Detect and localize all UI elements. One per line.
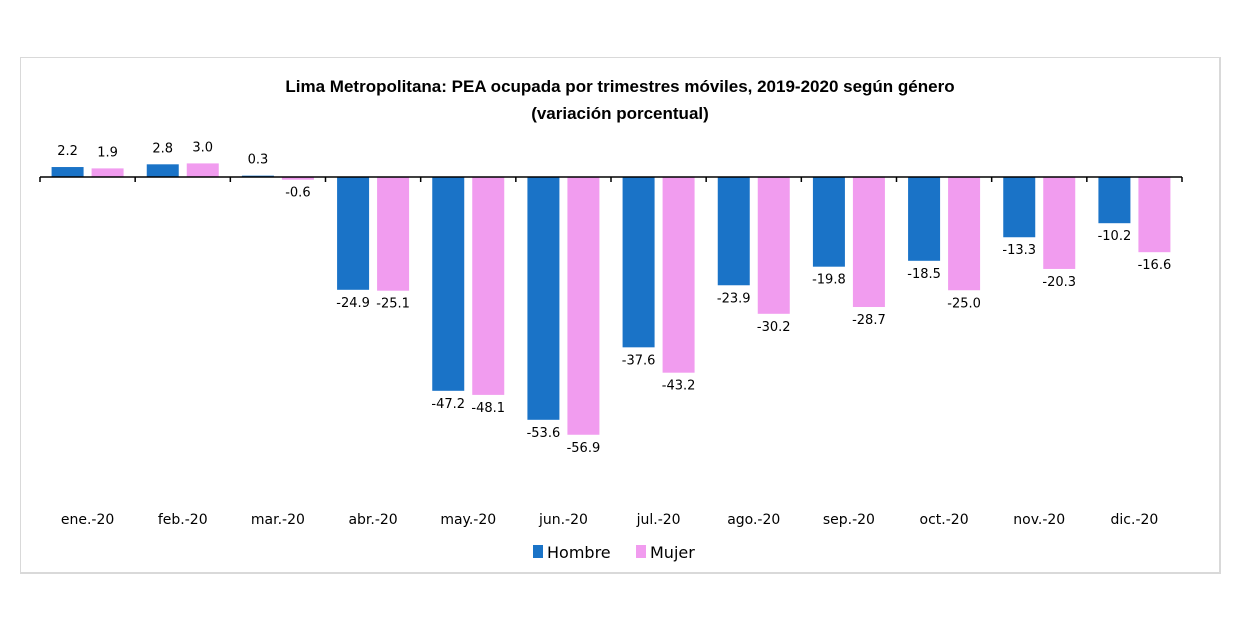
- data-label: -13.3: [1002, 243, 1036, 258]
- bar-hombre-feb.-20: [146, 164, 179, 177]
- legend-label-hombre: Hombre: [547, 543, 611, 562]
- bar-hombre-jun.-20: [527, 177, 560, 420]
- x-tick-label: jun.-20: [538, 512, 588, 528]
- data-label: -48.1: [471, 401, 505, 416]
- data-label: -20.3: [1042, 275, 1076, 290]
- bar-mujer-dic.-20: [1138, 177, 1171, 253]
- data-label: -10.2: [1098, 229, 1132, 244]
- x-tick-label: sep.-20: [823, 512, 875, 528]
- data-label: -28.7: [852, 313, 886, 328]
- data-label: 1.9: [97, 145, 118, 160]
- data-label: -19.8: [812, 273, 846, 288]
- data-label: -56.9: [567, 441, 601, 456]
- data-label: -0.6: [285, 186, 310, 201]
- x-tick-label: ago.-20: [727, 512, 780, 528]
- data-label: -24.9: [336, 296, 370, 311]
- data-label: -25.0: [947, 296, 981, 311]
- chart-title: Lima Metropolitana: PEA ocupada por trim…: [285, 77, 954, 96]
- chart-frame: [20, 57, 1221, 574]
- x-tick-label: jul.-20: [636, 512, 681, 528]
- bar-hombre-nov.-20: [1003, 177, 1036, 238]
- bar-mujer-abr.-20: [377, 177, 410, 291]
- x-tick-label: nov.-20: [1013, 512, 1065, 528]
- bar-mujer-jul.-20: [662, 177, 695, 373]
- bar-hombre-may.-20: [432, 177, 465, 391]
- x-tick-label: ene.-20: [61, 512, 114, 528]
- data-label: -47.2: [431, 397, 465, 412]
- bar-hombre-jul.-20: [622, 177, 655, 348]
- bar-hombre-ene.-20: [51, 167, 84, 177]
- data-label: -25.1: [376, 297, 410, 312]
- bar-mujer-oct.-20: [948, 177, 981, 291]
- bar-mujer-jun.-20: [567, 177, 600, 435]
- x-tick-label: abr.-20: [348, 512, 397, 528]
- bar-hombre-abr.-20: [337, 177, 370, 290]
- legend-swatch-mujer: [636, 545, 646, 558]
- data-label: -23.9: [717, 291, 751, 306]
- x-tick-label: dic.-20: [1111, 512, 1159, 528]
- bar-mujer-ago.-20: [757, 177, 790, 314]
- data-label: -18.5: [907, 267, 941, 282]
- data-label: -37.6: [622, 353, 656, 368]
- legend-label-mujer: Mujer: [650, 543, 695, 562]
- data-label: 3.0: [192, 140, 213, 155]
- bar-hombre-dic.-20: [1098, 177, 1131, 224]
- bar-mujer-mar.-20: [281, 177, 314, 180]
- x-tick-label: may.-20: [440, 512, 496, 528]
- data-label: 0.3: [248, 153, 269, 168]
- data-label: 2.2: [57, 144, 78, 159]
- data-label: -16.6: [1138, 258, 1172, 273]
- bar-mujer-ene.-20: [91, 168, 124, 177]
- x-tick-label: oct.-20: [920, 512, 969, 528]
- data-label: 2.8: [152, 141, 173, 156]
- bar-hombre-sep.-20: [812, 177, 845, 267]
- bar-hombre-ago.-20: [717, 177, 750, 286]
- bar-mujer-may.-20: [472, 177, 505, 395]
- x-tick-label: mar.-20: [251, 512, 305, 528]
- chart-subtitle: (variación porcentual): [531, 104, 709, 123]
- bar-mujer-nov.-20: [1043, 177, 1076, 269]
- bar-mujer-feb.-20: [186, 163, 219, 177]
- x-tick-label: feb.-20: [158, 512, 208, 528]
- legend-swatch-hombre: [533, 545, 543, 558]
- bar-mujer-sep.-20: [852, 177, 885, 308]
- bar-hombre-oct.-20: [908, 177, 941, 261]
- data-label: -43.2: [662, 379, 696, 394]
- data-label: -53.6: [527, 426, 561, 441]
- data-label: -30.2: [757, 320, 791, 335]
